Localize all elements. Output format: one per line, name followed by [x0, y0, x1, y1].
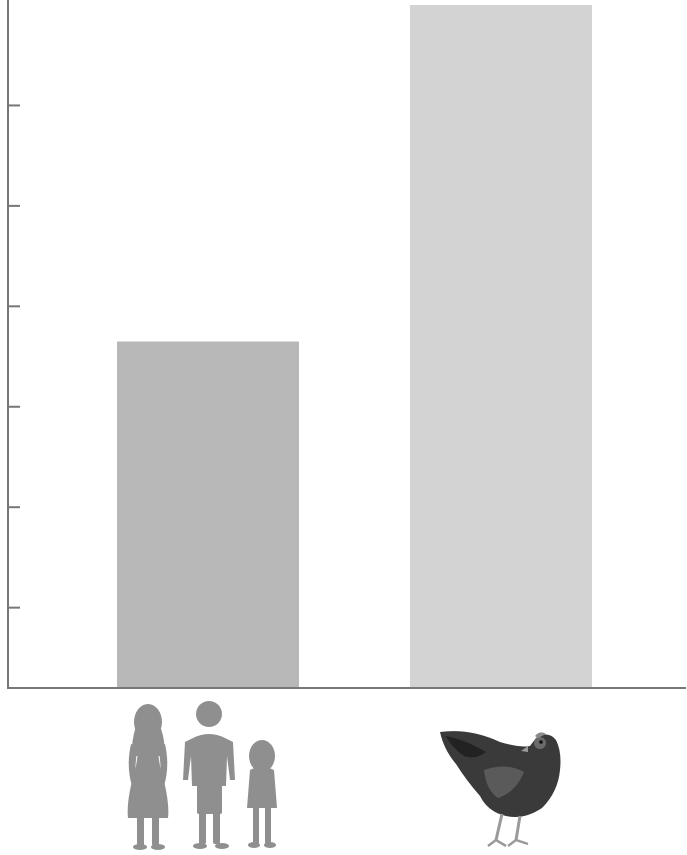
child-silhouette-icon [247, 740, 277, 848]
bar-family [117, 341, 299, 688]
chicken-icon [440, 731, 561, 848]
bars-group [117, 5, 592, 688]
family-icon [127, 701, 277, 850]
bar-chicken [410, 5, 592, 688]
woman-silhouette-icon [127, 704, 169, 850]
axes-group [7, 0, 686, 689]
boy-silhouette-icon [183, 701, 235, 849]
